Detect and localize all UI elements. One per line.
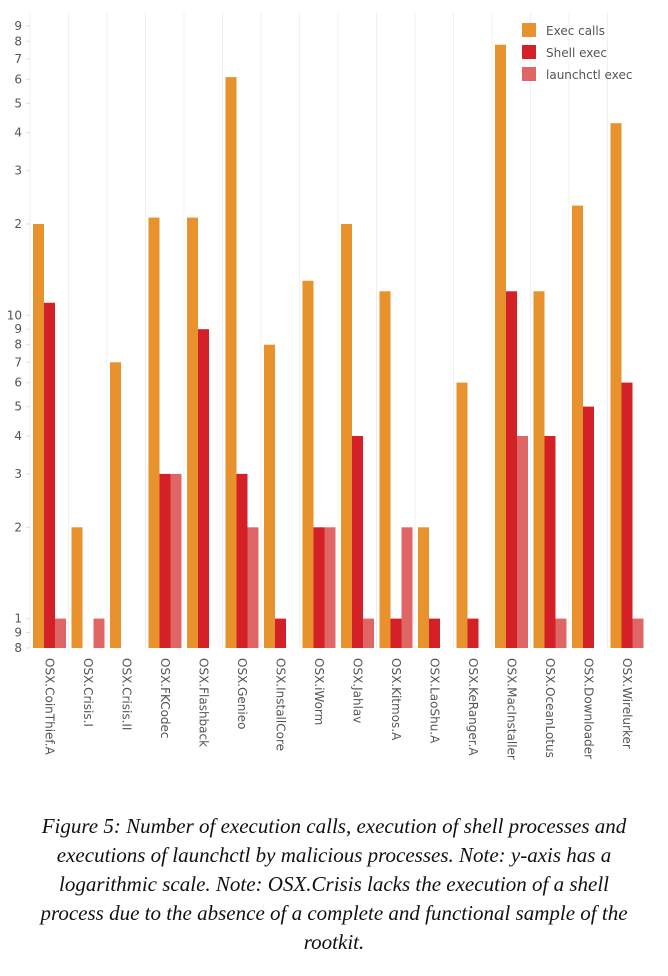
legend-label: launchctl exec bbox=[546, 68, 632, 82]
x-tick-label: OSX.FKCodec bbox=[158, 658, 172, 739]
x-tick-label: OSX.Crisis.I bbox=[81, 658, 95, 727]
legend-swatch bbox=[522, 23, 536, 37]
legend-swatch bbox=[522, 67, 536, 81]
bar bbox=[198, 329, 209, 648]
bar bbox=[247, 527, 259, 648]
legend-label: Shell exec bbox=[546, 46, 607, 60]
bar bbox=[495, 44, 506, 648]
bar bbox=[363, 618, 374, 648]
bar bbox=[264, 344, 275, 648]
bar bbox=[187, 217, 198, 648]
bar bbox=[302, 280, 314, 648]
x-tick-label: OSX.iWorm bbox=[312, 658, 326, 725]
bar bbox=[401, 527, 413, 648]
bar bbox=[379, 291, 391, 648]
x-tick-label: OSX.InstallCore bbox=[273, 658, 287, 751]
bar bbox=[225, 77, 237, 648]
y-tick-label: 6 bbox=[14, 376, 22, 390]
bar bbox=[506, 291, 517, 648]
bar bbox=[632, 618, 644, 648]
caption: Figure 5: Number of execution calls, exe… bbox=[40, 814, 628, 954]
bar bbox=[467, 618, 479, 648]
legend-swatch bbox=[522, 45, 536, 59]
x-tick-label: OSX.Flashback bbox=[196, 658, 210, 747]
x-tick-label: OSX.Wirelurker bbox=[620, 658, 634, 749]
x-tick-label: OSX.Jahlav bbox=[350, 658, 364, 723]
y-tick-label: 7 bbox=[14, 355, 22, 369]
x-tick-label: OSX.KeRanger.A bbox=[466, 658, 480, 756]
y-tick-label: 2 bbox=[14, 217, 22, 231]
y-tick-label: 4 bbox=[14, 429, 22, 443]
x-tick-label: OSX.LaoShu.A bbox=[427, 658, 441, 744]
bar bbox=[93, 618, 105, 648]
bar bbox=[544, 436, 556, 648]
y-tick-label: 6 bbox=[14, 72, 22, 86]
bar bbox=[341, 224, 352, 648]
y-tick-label: 9 bbox=[14, 625, 22, 639]
bar bbox=[148, 217, 160, 648]
bar bbox=[352, 436, 363, 648]
x-tick-label: OSX.Genieo bbox=[235, 658, 249, 729]
y-tick-label: 1 bbox=[14, 612, 22, 626]
y-tick-label: 5 bbox=[14, 400, 22, 414]
y-tick-label: 8 bbox=[14, 641, 22, 655]
bar bbox=[572, 205, 583, 648]
bar bbox=[33, 224, 44, 648]
bar bbox=[159, 473, 171, 648]
y-tick-label: 2 bbox=[14, 520, 22, 534]
y-tick-label: 3 bbox=[14, 164, 22, 178]
bar bbox=[533, 291, 545, 648]
bar bbox=[110, 362, 121, 648]
bar bbox=[275, 618, 286, 648]
x-tick-label: OSX.OceanLotus bbox=[543, 658, 557, 758]
y-tick-label: 8 bbox=[14, 338, 22, 352]
bar bbox=[429, 618, 440, 648]
bar bbox=[313, 527, 325, 648]
bar bbox=[583, 406, 594, 648]
bar bbox=[555, 618, 567, 648]
x-tick-label: OSX.CoinThief.A bbox=[42, 658, 56, 756]
x-tick-label: OSX.Kitmos.A bbox=[389, 658, 403, 741]
bar bbox=[390, 618, 402, 648]
y-tick-label: 9 bbox=[14, 19, 22, 33]
bar bbox=[44, 302, 55, 648]
y-tick-label: 7 bbox=[14, 52, 22, 66]
bar bbox=[517, 436, 528, 648]
x-tick-label: OSX.MacInstaller bbox=[504, 658, 518, 760]
bar bbox=[324, 527, 336, 648]
bar bbox=[610, 123, 622, 648]
x-tick-label: OSX.Crisis.II bbox=[119, 658, 133, 730]
y-tick-label: 9 bbox=[14, 322, 22, 336]
y-tick-label: 4 bbox=[14, 126, 22, 140]
y-tick-label: 8 bbox=[14, 34, 22, 48]
bar bbox=[236, 473, 248, 648]
bar bbox=[418, 527, 429, 648]
legend-label: Exec calls bbox=[546, 24, 605, 38]
y-tick-label: 5 bbox=[14, 96, 22, 110]
x-tick-label: OSX.Downloader bbox=[581, 658, 595, 759]
bar bbox=[55, 618, 66, 648]
bar bbox=[71, 527, 83, 648]
bar bbox=[170, 473, 182, 648]
bar bbox=[456, 382, 468, 648]
y-tick-label: 3 bbox=[14, 467, 22, 481]
y-tick-label: 10 bbox=[7, 308, 22, 322]
bar bbox=[621, 382, 633, 648]
